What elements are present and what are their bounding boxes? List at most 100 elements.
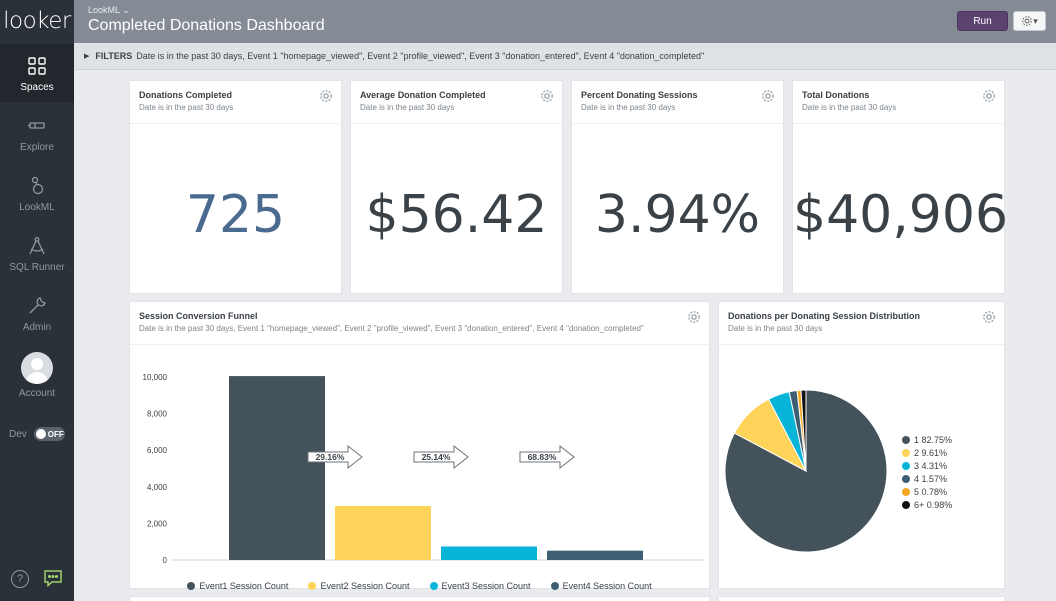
bar-event1[interactable]: [229, 376, 325, 560]
pie-legend-item[interactable]: 5 0.78%: [902, 487, 952, 497]
tile-percent-donating: Percent Donating Sessions Date is in the…: [571, 80, 784, 294]
tile-title: Total Donations: [802, 90, 870, 100]
nav-explore-label: Explore: [20, 142, 54, 153]
legend-swatch: [187, 582, 196, 590]
legend-label: 5 0.78%: [914, 487, 948, 497]
legend-label: Event1 Session Count: [199, 581, 289, 591]
telescope-icon: [28, 122, 45, 129]
funnel-legend: Event1 Session Count Event2 Session Count…: [130, 581, 709, 591]
tile-session-conversion-funnel: Session Conversion Funnel Date is in the…: [129, 301, 710, 591]
legend-swatch: [902, 475, 910, 483]
run-button[interactable]: Run: [957, 11, 1008, 31]
tile-subtitle: Date is in the past 30 days: [360, 103, 455, 112]
y-tick-label: 4,000: [147, 483, 168, 492]
nav-account[interactable]: Account: [0, 352, 74, 399]
gear-icon[interactable]: [761, 89, 775, 103]
legend-swatch: [429, 582, 438, 590]
y-tick-label: 10,000: [143, 373, 168, 382]
nav-lookml-label: LookML: [19, 202, 55, 213]
caret-right-icon[interactable]: ▶: [84, 53, 90, 60]
tile-subtitle: Date is in the past 30 days: [581, 103, 676, 112]
breadcrumb-lookml[interactable]: LookML: [88, 5, 120, 15]
pie-legend-item[interactable]: 4 1.57%: [902, 474, 952, 484]
chat-icon[interactable]: [43, 570, 63, 587]
legend-swatch: [902, 436, 910, 444]
legend-item[interactable]: Event1 Session Count: [187, 581, 288, 591]
gear-icon[interactable]: [319, 89, 333, 103]
help-icon[interactable]: ?: [11, 570, 29, 588]
legend-swatch: [902, 462, 910, 470]
nav-admin[interactable]: Admin: [0, 290, 74, 350]
dev-label: Dev: [9, 428, 27, 440]
y-tick-label: 6,000: [147, 446, 168, 455]
legend-label: 3 4.31%: [914, 461, 948, 471]
filters-bar[interactable]: ▶ FILTERS Date is in the past 30 days, E…: [74, 43, 1056, 70]
y-tick-label: 2,000: [147, 519, 168, 528]
kpi-value[interactable]: 725: [185, 185, 286, 245]
kpi-value[interactable]: 3.94%: [594, 185, 761, 245]
bar-event3[interactable]: [441, 546, 537, 560]
dev-toggle-state: OFF: [47, 429, 64, 439]
conversion-label: 29.16%: [316, 452, 345, 462]
gear-icon[interactable]: [982, 310, 996, 324]
nav-account-label: Account: [18, 388, 56, 399]
breadcrumb[interactable]: LookML ⌄: [88, 5, 130, 16]
legend-item[interactable]: Event3 Session Count: [429, 581, 531, 591]
legend-label: 4 1.57%: [914, 474, 948, 484]
page-title: Completed Donations Dashboard: [88, 17, 325, 34]
nav-sql-runner[interactable]: SQL Runner: [0, 230, 74, 290]
pie-legend-item[interactable]: 3 4.31%: [902, 461, 952, 471]
legend-label: 2 9.61%: [914, 448, 948, 458]
help-glyph: ?: [16, 573, 24, 585]
compass-icon: [29, 237, 45, 255]
nav-spaces-label: Spaces: [20, 82, 54, 93]
nav-lookml[interactable]: LookML: [0, 170, 74, 230]
pie-legend-item[interactable]: 2 9.61%: [902, 448, 952, 458]
dashboard-settings-button[interactable]: ▾: [1013, 11, 1046, 31]
bar-event2[interactable]: [335, 506, 431, 560]
tile-title: Average Donation Completed: [360, 90, 486, 100]
conversion-label: 25.14%: [422, 452, 451, 462]
pie-legend: 1 82.75% 2 9.61% 3 4.31% 4 1.57% 5 0.78% 6+ 0…: [902, 435, 952, 513]
tile-partial: [718, 596, 1005, 601]
kpi-value[interactable]: $40,906: [793, 185, 1009, 245]
dev-mode: Dev OFF: [9, 427, 65, 441]
chevron-down-icon[interactable]: ⌄: [122, 5, 130, 15]
bar-event4[interactable]: [547, 550, 643, 560]
tile-donations-completed: Donations Completed Date is in the past …: [129, 80, 342, 294]
y-tick-label: 0: [163, 556, 168, 565]
pie-slice-6plus[interactable]: [800, 389, 807, 472]
dev-mode-toggle[interactable]: OFF: [33, 427, 65, 441]
legend-label: 1 82.75%: [914, 435, 953, 445]
tile-partial: [129, 596, 710, 601]
nav-explore[interactable]: Explore: [0, 110, 74, 170]
tile-title: Donations per Donating Session Distribut…: [728, 311, 921, 321]
kpi-value[interactable]: $56.42: [365, 185, 548, 245]
gear-icon[interactable]: [540, 89, 554, 103]
conversion-arrow: 68.83%: [519, 444, 575, 470]
tile-subtitle: Date is in the past 30 days: [728, 324, 823, 333]
conversion-arrow: 25.14%: [413, 444, 469, 470]
nav-spaces[interactable]: Spaces: [0, 44, 74, 102]
pie-legend-item[interactable]: 1 82.75%: [902, 435, 952, 445]
conversion-arrow: 29.16%: [307, 444, 363, 470]
avatar[interactable]: [21, 352, 53, 384]
lookml-icon: [31, 176, 44, 195]
legend-swatch: [902, 449, 910, 457]
pie-legend-item[interactable]: 6+ 0.98%: [902, 500, 952, 510]
filters-summary: Date is in the past 30 days, Event 1 "ho…: [136, 51, 705, 61]
sidebar: looker Spaces Explore LookML SQL Runner …: [0, 0, 74, 601]
gear-icon[interactable]: [687, 310, 701, 324]
legend-item[interactable]: Event2 Session Count: [308, 581, 410, 591]
wrench-icon: [29, 297, 46, 314]
legend-item[interactable]: Event4 Session Count: [550, 581, 652, 591]
legend-swatch: [308, 582, 317, 590]
tile-average-donation: Average Donation Completed Date is in th…: [350, 80, 563, 294]
legend-swatch: [550, 582, 559, 590]
tile-title: Donations Completed: [139, 90, 233, 100]
gear-icon: [1022, 16, 1033, 26]
looker-logo[interactable]: looker: [3, 8, 71, 34]
gear-icon[interactable]: [982, 89, 996, 103]
y-tick-label: 8,000: [147, 410, 168, 419]
tile-donation-distribution: Donations per Donating Session Distribut…: [718, 301, 1005, 589]
